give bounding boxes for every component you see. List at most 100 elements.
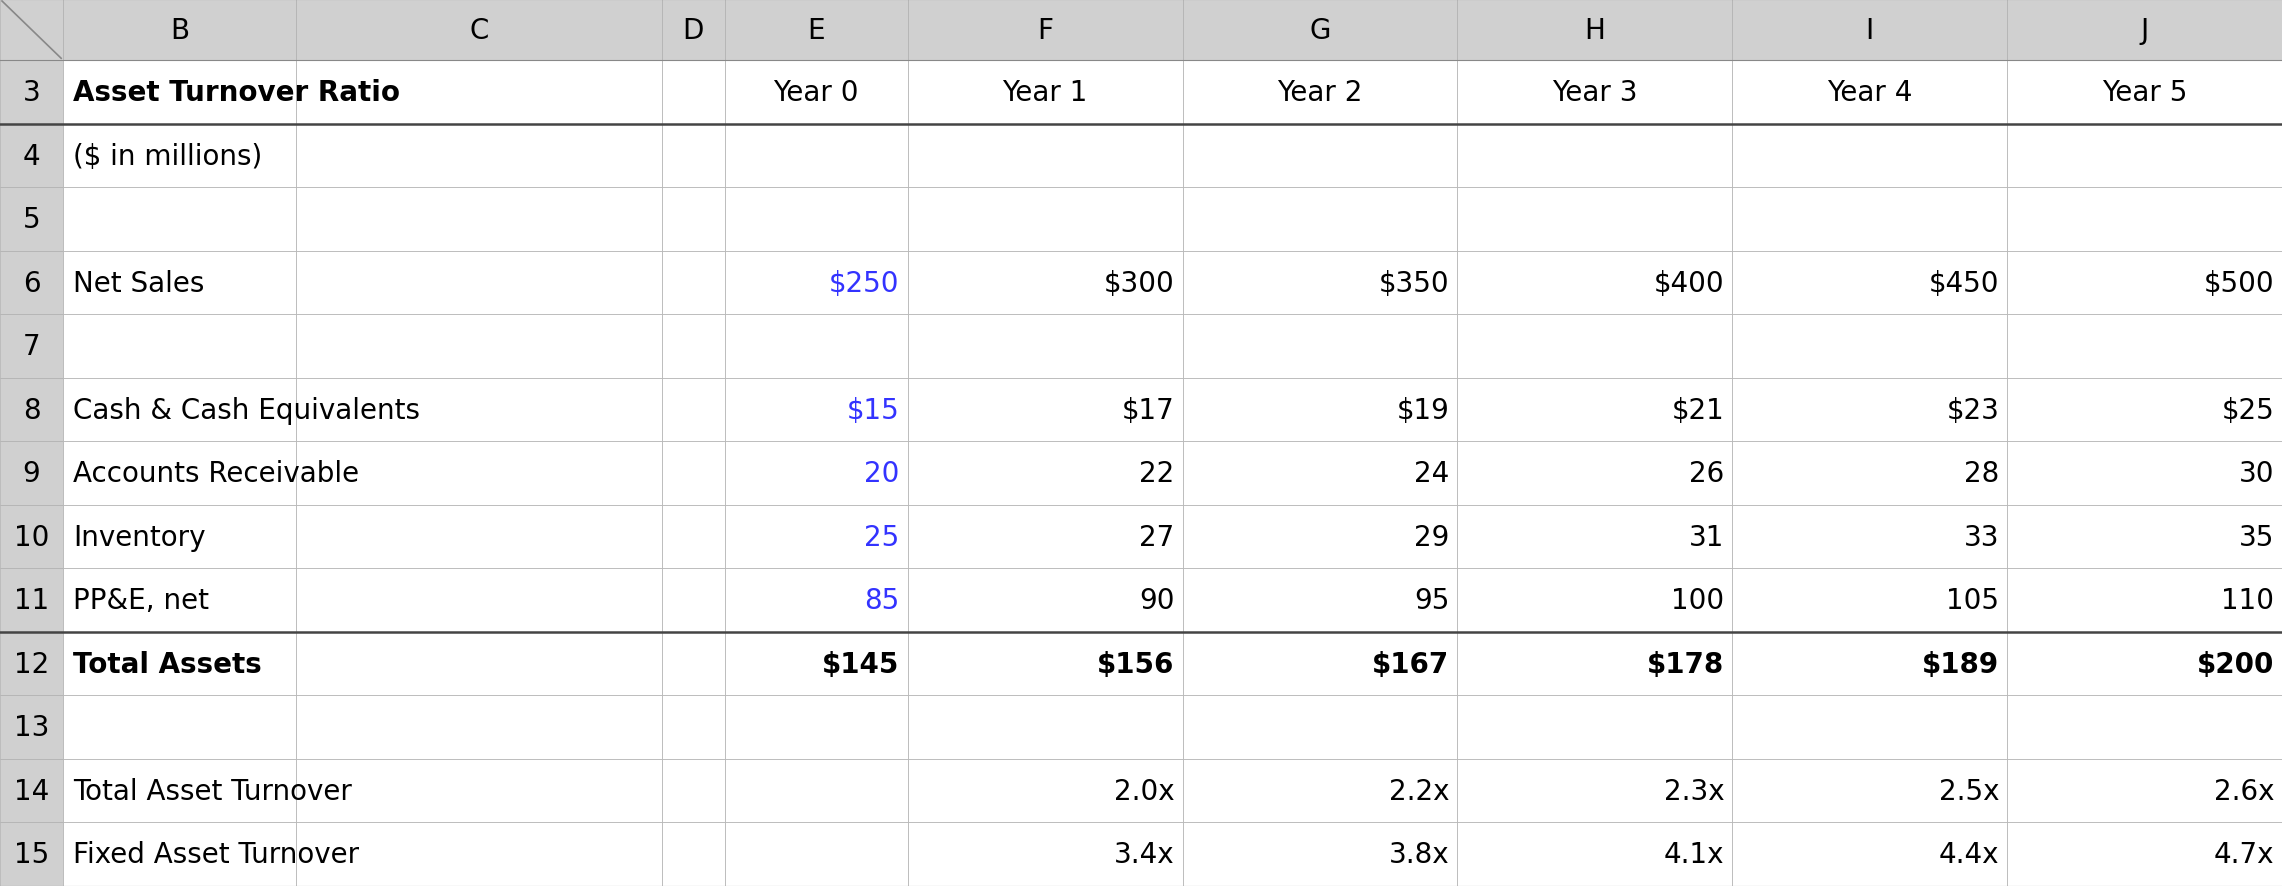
Text: I: I — [1867, 17, 1874, 44]
Bar — [908, 188, 1182, 252]
Bar — [0, 633, 64, 696]
Text: 4: 4 — [23, 143, 41, 170]
Bar — [1458, 696, 1732, 759]
Bar — [297, 633, 662, 696]
Bar — [908, 569, 1182, 633]
Bar — [662, 822, 726, 886]
Text: F: F — [1036, 17, 1052, 44]
Bar — [2008, 0, 2282, 61]
Text: 90: 90 — [1139, 587, 1175, 615]
Text: Year 0: Year 0 — [774, 79, 858, 107]
Bar — [662, 759, 726, 822]
Text: 12: 12 — [14, 650, 50, 678]
Bar — [297, 442, 662, 505]
Bar — [297, 759, 662, 822]
Text: Accounts Receivable: Accounts Receivable — [73, 460, 358, 487]
Bar — [297, 0, 662, 61]
Text: $145: $145 — [822, 650, 899, 678]
Text: Cash & Cash Equivalents: Cash & Cash Equivalents — [73, 396, 420, 424]
Bar — [2008, 125, 2282, 188]
Bar — [297, 61, 662, 125]
Bar — [0, 569, 64, 633]
Bar — [908, 505, 1182, 569]
Bar — [726, 696, 908, 759]
Bar — [1182, 125, 1458, 188]
Bar — [64, 188, 297, 252]
Text: 29: 29 — [1415, 523, 1449, 551]
Bar — [1732, 505, 2008, 569]
Text: 8: 8 — [23, 396, 41, 424]
Bar — [662, 315, 726, 378]
Bar — [0, 315, 64, 378]
Bar — [908, 442, 1182, 505]
Bar — [0, 822, 64, 886]
Text: Year 2: Year 2 — [1278, 79, 1362, 107]
Text: 4.4x: 4.4x — [1940, 840, 1999, 868]
Bar — [1732, 188, 2008, 252]
Bar — [726, 505, 908, 569]
Text: D: D — [682, 17, 703, 44]
Bar — [662, 0, 726, 61]
Bar — [662, 505, 726, 569]
Bar — [297, 315, 662, 378]
Text: Year 3: Year 3 — [1552, 79, 1638, 107]
Text: 11: 11 — [14, 587, 50, 615]
Bar — [1182, 569, 1458, 633]
Text: 22: 22 — [1139, 460, 1175, 487]
Bar — [726, 61, 908, 125]
Bar — [64, 61, 297, 125]
Text: Year 5: Year 5 — [2102, 79, 2186, 107]
Bar — [1732, 378, 2008, 442]
Text: Year 4: Year 4 — [1828, 79, 1912, 107]
Bar — [1182, 759, 1458, 822]
Bar — [297, 252, 662, 315]
Text: $167: $167 — [1371, 650, 1449, 678]
Bar — [1182, 252, 1458, 315]
Bar — [0, 442, 64, 505]
Bar — [0, 378, 64, 442]
Text: 24: 24 — [1415, 460, 1449, 487]
Bar — [64, 822, 297, 886]
Bar — [726, 0, 908, 61]
Bar — [0, 125, 64, 188]
Bar — [1458, 125, 1732, 188]
Text: 27: 27 — [1139, 523, 1175, 551]
Bar — [1732, 442, 2008, 505]
Bar — [2008, 569, 2282, 633]
Text: 35: 35 — [2239, 523, 2273, 551]
Text: G: G — [1310, 17, 1330, 44]
Bar — [726, 633, 908, 696]
Bar — [1732, 125, 2008, 188]
Bar — [726, 442, 908, 505]
Bar — [64, 315, 297, 378]
Bar — [1182, 378, 1458, 442]
Bar — [64, 633, 297, 696]
Bar — [1458, 252, 1732, 315]
Bar — [297, 378, 662, 442]
Text: 9: 9 — [23, 460, 41, 487]
Bar — [1182, 505, 1458, 569]
Bar — [908, 315, 1182, 378]
Text: 3.4x: 3.4x — [1114, 840, 1175, 868]
Bar — [726, 378, 908, 442]
Text: $19: $19 — [1397, 396, 1449, 424]
Text: 95: 95 — [1415, 587, 1449, 615]
Bar — [1458, 378, 1732, 442]
Text: $25: $25 — [2220, 396, 2273, 424]
Bar — [726, 188, 908, 252]
Bar — [662, 696, 726, 759]
Text: 10: 10 — [14, 523, 50, 551]
Bar — [1732, 759, 2008, 822]
Bar — [662, 633, 726, 696]
Bar — [2008, 188, 2282, 252]
Bar — [1458, 633, 1732, 696]
Bar — [908, 61, 1182, 125]
Bar — [2008, 822, 2282, 886]
Bar — [662, 442, 726, 505]
Bar — [1458, 188, 1732, 252]
Text: 2.3x: 2.3x — [1664, 777, 1725, 804]
Bar — [0, 252, 64, 315]
Bar — [2008, 442, 2282, 505]
Bar — [64, 378, 297, 442]
Text: $250: $250 — [828, 269, 899, 298]
